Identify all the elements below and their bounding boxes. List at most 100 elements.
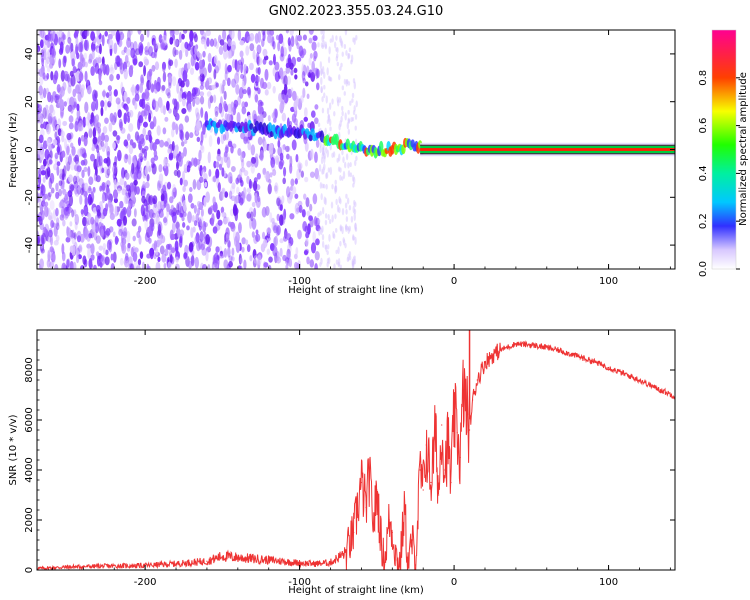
noise-speckle — [161, 84, 166, 91]
snr-data-point — [329, 561, 332, 564]
noise-speckle — [202, 220, 207, 233]
noise-speckle — [147, 195, 153, 205]
noise-speckle — [88, 176, 94, 185]
noise-speckle — [321, 107, 325, 114]
noise-speckle — [325, 95, 328, 104]
noise-speckle — [151, 37, 156, 46]
noise-speckle — [240, 151, 245, 163]
noise-speckle — [37, 230, 40, 243]
noise-speckle — [106, 239, 112, 251]
snr-data-point — [376, 489, 378, 491]
colorbar-ticks: 0.0 0.2 0.4 0.6 0.8 — [698, 70, 740, 277]
noise-speckle — [66, 210, 71, 217]
noise-speckle — [321, 206, 325, 215]
noise-speckle — [69, 221, 73, 227]
noise-speckle — [329, 38, 332, 43]
snr-data-point — [360, 481, 363, 484]
noise-speckle — [200, 131, 204, 143]
noise-speckle — [120, 81, 124, 94]
noise-speckle — [246, 36, 252, 42]
noise-speckle — [108, 38, 114, 50]
noise-speckle — [319, 210, 322, 216]
noise-speckle — [95, 235, 101, 244]
noise-speckle — [251, 218, 257, 230]
noise-speckle — [181, 108, 187, 115]
snr-data-point — [441, 424, 443, 426]
noise-speckle — [160, 102, 164, 114]
noise-speckle — [263, 172, 268, 179]
snr-data-point — [353, 531, 355, 534]
noise-speckle — [152, 142, 157, 152]
noise-speckle — [52, 74, 58, 85]
noise-speckle — [113, 197, 118, 204]
noise-speckle — [305, 197, 310, 208]
noise-speckle — [83, 182, 89, 192]
noise-speckle — [166, 182, 171, 190]
noise-speckle — [134, 93, 140, 102]
noise-speckle — [58, 180, 63, 186]
noise-speckle — [317, 122, 321, 128]
noise-speckle — [47, 112, 53, 124]
noise-speckle — [189, 132, 194, 139]
noise-speckle — [351, 116, 355, 122]
noise-speckle — [262, 239, 268, 248]
noise-speckle — [88, 53, 93, 63]
noise-speckle — [66, 145, 70, 156]
noise-speckle — [350, 59, 353, 65]
noise-speckle — [212, 94, 217, 104]
noise-speckle — [62, 188, 67, 195]
noise-speckle — [79, 52, 83, 63]
noise-speckle — [62, 219, 66, 227]
noise-speckle — [254, 192, 258, 204]
noise-speckle — [135, 186, 140, 195]
snr-data-point — [484, 361, 486, 364]
noise-speckle — [217, 182, 221, 193]
noise-speckle — [56, 165, 60, 176]
noise-speckle — [353, 213, 356, 221]
noise-speckle — [344, 223, 348, 233]
noise-speckle — [281, 112, 287, 122]
noise-speckle — [101, 143, 106, 153]
noise-speckle — [199, 144, 205, 154]
noise-speckle — [340, 62, 343, 68]
noise-speckle — [335, 198, 338, 206]
noise-speckle — [179, 194, 185, 206]
noise-speckle — [189, 30, 194, 42]
noise-speckle — [87, 247, 91, 259]
snr-data-point — [546, 346, 548, 349]
noise-speckle — [174, 49, 179, 56]
noise-speckle — [331, 183, 334, 190]
noise-speckle — [64, 211, 69, 219]
noise-speckle — [78, 41, 83, 53]
noise-speckle — [56, 83, 61, 93]
noise-speckle — [123, 68, 128, 80]
snr-data-point — [425, 444, 427, 446]
noise-speckle — [178, 155, 183, 167]
noise-speckle — [240, 73, 245, 79]
noise-speckle — [316, 82, 320, 91]
noise-speckle — [231, 182, 236, 190]
noise-speckle — [274, 155, 280, 165]
noise-speckle — [230, 256, 235, 262]
noise-speckle — [92, 187, 96, 193]
noise-speckle — [314, 104, 319, 110]
noise-speckle — [113, 42, 118, 55]
noise-speckle — [207, 52, 212, 63]
noise-speckle — [46, 56, 50, 65]
noise-speckle — [138, 61, 144, 68]
noise-speckle — [42, 87, 47, 99]
noise-speckle — [98, 133, 102, 143]
noise-speckle — [137, 30, 142, 35]
snr-data-point — [472, 399, 474, 401]
noise-speckle — [259, 149, 264, 162]
noise-speckle — [239, 40, 245, 46]
noise-speckle — [349, 162, 352, 168]
noise-speckle — [267, 114, 271, 122]
noise-speckle — [84, 227, 89, 240]
noise-speckle — [271, 111, 277, 120]
noise-speckle — [199, 91, 205, 97]
noise-speckle — [82, 57, 86, 68]
noise-speckle — [52, 252, 57, 264]
noise-speckle — [167, 74, 173, 86]
snr-data-point — [438, 494, 440, 496]
